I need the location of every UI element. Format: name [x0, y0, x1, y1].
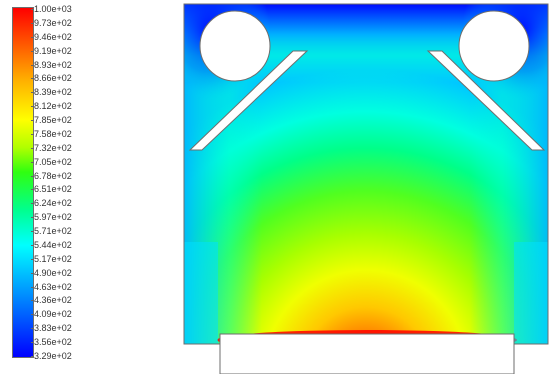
temperature-contour-svg	[183, 3, 549, 375]
left-circle-obstacle	[199, 10, 271, 82]
legend-tick-label: 9.73e+02	[31, 17, 72, 28]
right-circle-obstacle	[458, 10, 530, 82]
legend-tick-label: 7.05e+02	[31, 156, 72, 167]
legend-tick-label: 3.29e+02	[31, 351, 72, 361]
legend-tick-label: 1.00e+03	[31, 4, 72, 14]
legend-tick-label: 8.39e+02	[31, 87, 72, 98]
legend-tick-label: 7.32e+02	[31, 142, 72, 153]
legend-tick-label: 8.66e+02	[31, 73, 72, 84]
right-baffle	[426, 50, 546, 151]
legend-tick-label: 6.24e+02	[31, 198, 72, 209]
legend-tick-label: 5.97e+02	[31, 212, 72, 223]
legend-tick-label: 4.36e+02	[31, 295, 72, 306]
legend-tick-label: 4.63e+02	[31, 281, 72, 292]
legend-tick-label: 4.90e+02	[31, 267, 72, 278]
contour-plot	[182, 2, 550, 375]
legend-tick-label: 5.44e+02	[31, 239, 72, 250]
legend-tick-label: 8.93e+02	[31, 59, 72, 70]
legend-tick-label: 8.12e+02	[31, 101, 72, 112]
legend-tick-label: 4.09e+02	[31, 309, 72, 320]
legend-tick-label: 9.46e+02	[31, 31, 72, 42]
legend-tick-label: 7.58e+02	[31, 128, 72, 139]
legend-tick-label: 6.78e+02	[31, 170, 72, 181]
legend-tick-labels: 1.00e+03 9.73e+02 9.46e+02 9.19e+02 8.93e+02…	[0, 0, 160, 376]
legend-tick-label: 6.51e+02	[31, 184, 72, 195]
legend-tick-label: 5.17e+02	[31, 253, 72, 264]
legend-tick-label: 7.85e+02	[31, 115, 72, 126]
color-legend: 1.00e+03 9.73e+02 9.46e+02 9.19e+02 8.93e+02…	[0, 0, 160, 376]
legend-tick-label: 9.19e+02	[31, 45, 72, 56]
legend-tick-label: 3.56e+02	[31, 337, 72, 348]
legend-tick-label: 5.71e+02	[31, 226, 72, 237]
left-baffle	[188, 50, 309, 151]
legend-tick-label: 3.83e+02	[31, 323, 72, 334]
color-scale-bar	[12, 7, 34, 358]
bottom-opening	[219, 333, 515, 375]
